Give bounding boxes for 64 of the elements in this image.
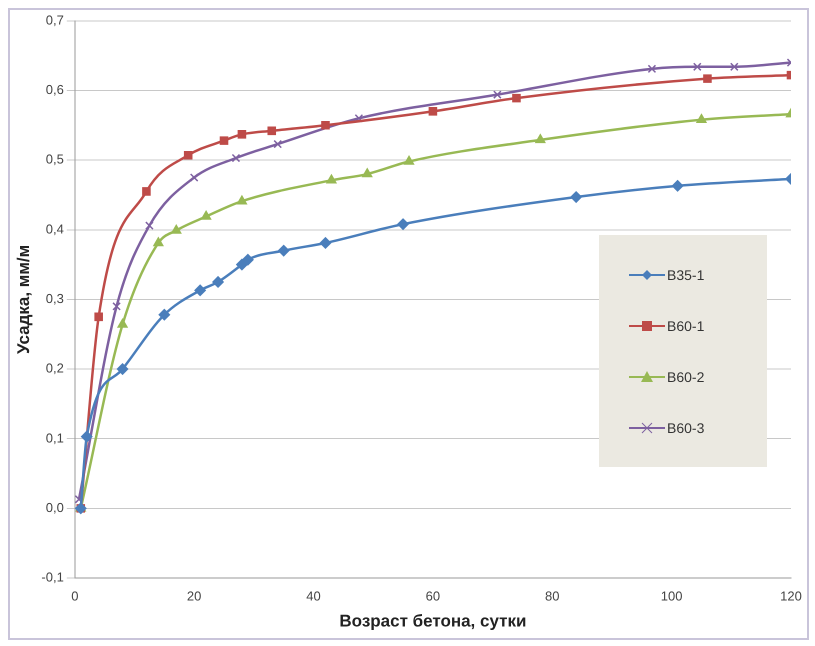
y-tick-label: 0,7 [46, 12, 64, 28]
point [212, 276, 224, 288]
point [730, 62, 739, 72]
x-axis-title: Возраст бетона, сутки [339, 611, 526, 630]
legend-label: B60-2 [667, 368, 704, 384]
point [142, 187, 151, 196]
point [153, 237, 164, 246]
point [321, 120, 330, 130]
x-tick-label: 80 [545, 588, 560, 604]
point [493, 90, 502, 99]
legend-label: B60-1 [667, 318, 704, 334]
y-tick-label: -0,1 [41, 570, 64, 585]
point [512, 94, 521, 102]
point [145, 221, 154, 230]
point [693, 62, 702, 72]
x-tick-label: 20 [186, 588, 202, 604]
point [397, 218, 409, 230]
y-tick-label: 0,5 [46, 152, 64, 167]
point [428, 107, 438, 116]
point [190, 173, 198, 182]
point [220, 136, 228, 145]
point [354, 114, 364, 123]
point [267, 126, 276, 136]
point [184, 150, 192, 160]
point [570, 191, 582, 203]
point [672, 180, 684, 192]
point [201, 210, 212, 220]
x-tick-label: 0 [71, 588, 78, 604]
point [696, 114, 707, 123]
point [326, 174, 337, 184]
point [94, 312, 103, 322]
point [273, 140, 282, 148]
point [236, 258, 248, 270]
point [232, 154, 240, 162]
point [171, 224, 182, 234]
point [242, 254, 254, 266]
y-tick-label: 0,3 [46, 290, 64, 306]
y-axis-title: Усадка, мм/м [14, 244, 33, 354]
point [648, 64, 656, 74]
y-tick-label: 0,0 [46, 500, 64, 515]
y-tick-label: 0,6 [46, 82, 64, 98]
point [194, 284, 206, 296]
y-tick-label: 0,1 [46, 430, 64, 446]
point [320, 237, 332, 249]
point [535, 134, 546, 144]
point [112, 302, 121, 311]
point [238, 130, 246, 139]
point [116, 363, 128, 375]
x-tick-label: 100 [660, 588, 682, 604]
x-tick-label: 40 [306, 588, 321, 604]
point [236, 195, 247, 204]
point [80, 430, 92, 442]
legend-label: B35-1 [667, 266, 704, 282]
point [703, 74, 712, 83]
x-tick-label: 120 [780, 588, 802, 604]
y-tick-label: 0,2 [46, 360, 64, 376]
point [404, 156, 414, 165]
y-tick-label: 0,4 [46, 221, 64, 236]
legend-label: B60-3 [667, 420, 704, 436]
point [117, 318, 128, 328]
point [158, 308, 170, 320]
point [278, 244, 290, 256]
point [362, 168, 372, 178]
x-tick-label: 60 [426, 588, 440, 604]
